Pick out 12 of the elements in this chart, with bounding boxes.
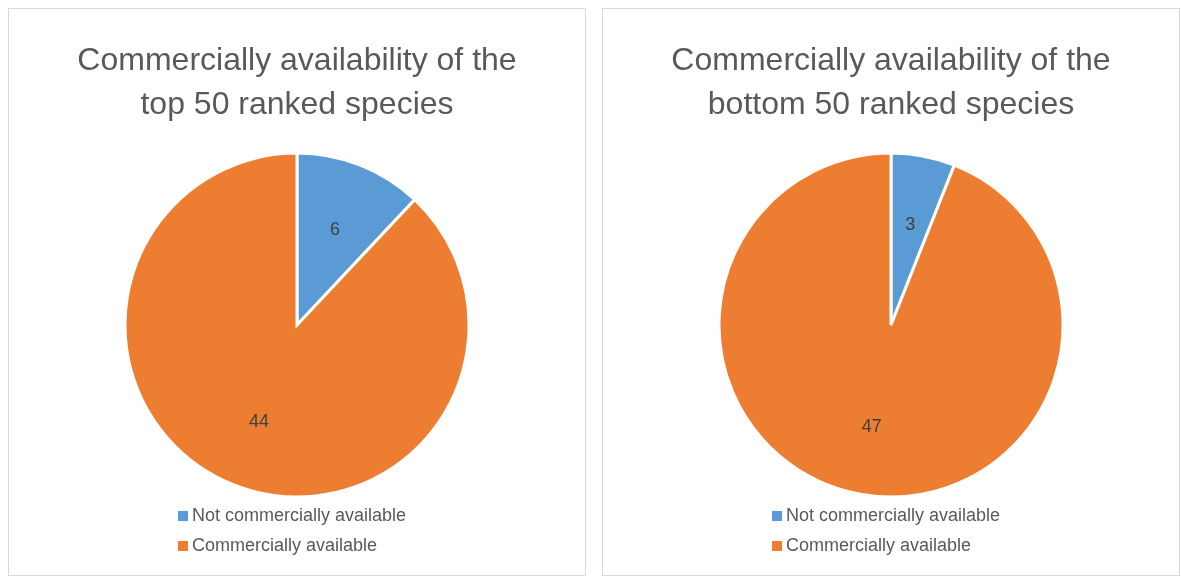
data-label: 3 <box>905 213 916 234</box>
pie-slice <box>123 151 471 499</box>
legend-label: Commercially available <box>785 535 972 555</box>
legend-label: Not commercially available <box>785 505 1001 525</box>
chart-title: Commercially availability of the top 50 ranked species <box>76 40 518 123</box>
legend-label: Not commercially available <box>191 505 407 525</box>
data-label: 6 <box>329 219 340 240</box>
pie-slice <box>717 151 1065 499</box>
data-label: 47 <box>861 416 882 437</box>
legend-label: Commercially available <box>191 535 378 555</box>
data-label: 44 <box>248 410 270 431</box>
chart-title: Commercially availability of the bottom 50 ranked species <box>670 40 1112 123</box>
